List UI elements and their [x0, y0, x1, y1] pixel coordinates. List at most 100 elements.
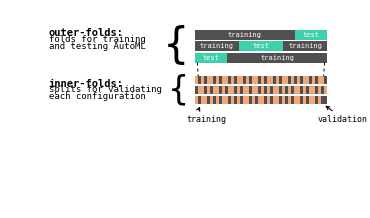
Bar: [225, 96, 228, 104]
Text: training: training: [260, 55, 294, 61]
Bar: [324, 86, 327, 94]
Bar: [273, 76, 276, 84]
Bar: [198, 76, 201, 84]
Bar: [240, 96, 243, 104]
Bar: [213, 96, 216, 104]
Bar: [201, 86, 204, 94]
Bar: [264, 86, 267, 94]
Bar: [258, 96, 261, 104]
Bar: [321, 96, 324, 104]
Text: folds for training: folds for training: [48, 35, 145, 44]
Bar: [231, 96, 234, 104]
Bar: [195, 53, 227, 63]
Bar: [219, 86, 222, 94]
Bar: [261, 76, 264, 84]
Bar: [324, 76, 327, 84]
Bar: [207, 86, 210, 94]
Bar: [237, 86, 240, 94]
Text: each configuration: each configuration: [48, 92, 145, 101]
Bar: [198, 96, 201, 104]
Bar: [261, 86, 264, 94]
Bar: [204, 76, 207, 84]
Bar: [315, 76, 318, 84]
Bar: [213, 86, 216, 94]
Bar: [216, 76, 219, 84]
Bar: [300, 76, 303, 84]
Bar: [231, 76, 234, 84]
Bar: [234, 86, 237, 94]
Bar: [267, 96, 270, 104]
Bar: [243, 86, 246, 94]
Text: validation: validation: [317, 116, 367, 124]
Bar: [321, 86, 324, 94]
Bar: [282, 96, 285, 104]
Bar: [246, 96, 249, 104]
Bar: [297, 86, 300, 94]
Bar: [216, 86, 219, 94]
Bar: [210, 76, 213, 84]
Bar: [243, 96, 246, 104]
Bar: [270, 96, 273, 104]
Bar: [210, 86, 213, 94]
Bar: [228, 96, 231, 104]
Bar: [273, 86, 276, 94]
Bar: [273, 96, 276, 104]
Bar: [309, 86, 312, 94]
Bar: [207, 76, 210, 84]
Bar: [249, 96, 252, 104]
Bar: [264, 96, 267, 104]
Bar: [228, 86, 231, 94]
Bar: [297, 96, 300, 104]
Bar: [318, 76, 321, 84]
Bar: [228, 76, 231, 84]
Bar: [306, 76, 309, 84]
Bar: [249, 76, 252, 84]
Bar: [285, 86, 288, 94]
Text: {: {: [162, 25, 189, 67]
Bar: [270, 86, 273, 94]
Bar: [318, 96, 321, 104]
Text: {: {: [168, 73, 189, 107]
Text: outer-folds:: outer-folds:: [48, 29, 124, 38]
Bar: [252, 86, 255, 94]
Bar: [231, 86, 234, 94]
Bar: [270, 76, 273, 84]
Text: splits for validating: splits for validating: [48, 85, 161, 94]
Text: training: training: [200, 43, 234, 49]
Bar: [204, 86, 207, 94]
Bar: [195, 41, 239, 51]
Bar: [195, 30, 295, 40]
Bar: [309, 96, 312, 104]
Bar: [288, 96, 291, 104]
Bar: [315, 86, 318, 94]
Bar: [288, 76, 291, 84]
Bar: [255, 86, 258, 94]
Bar: [240, 86, 243, 94]
Bar: [285, 96, 288, 104]
Bar: [234, 76, 237, 84]
Bar: [291, 76, 294, 84]
Bar: [213, 76, 216, 84]
Bar: [267, 86, 270, 94]
Bar: [207, 96, 210, 104]
Bar: [237, 76, 240, 84]
Bar: [321, 76, 324, 84]
Bar: [252, 76, 255, 84]
Bar: [264, 76, 267, 84]
Bar: [295, 30, 327, 40]
Bar: [222, 86, 225, 94]
Bar: [291, 96, 294, 104]
Text: training: training: [228, 32, 262, 38]
Bar: [300, 86, 303, 94]
Bar: [288, 86, 291, 94]
Bar: [222, 96, 225, 104]
Bar: [279, 86, 282, 94]
Text: inner-folds:: inner-folds:: [48, 78, 124, 89]
Bar: [195, 96, 198, 104]
Bar: [279, 76, 282, 84]
Bar: [227, 53, 327, 63]
Bar: [243, 76, 246, 84]
Bar: [282, 76, 285, 84]
Bar: [312, 76, 315, 84]
Bar: [300, 96, 303, 104]
